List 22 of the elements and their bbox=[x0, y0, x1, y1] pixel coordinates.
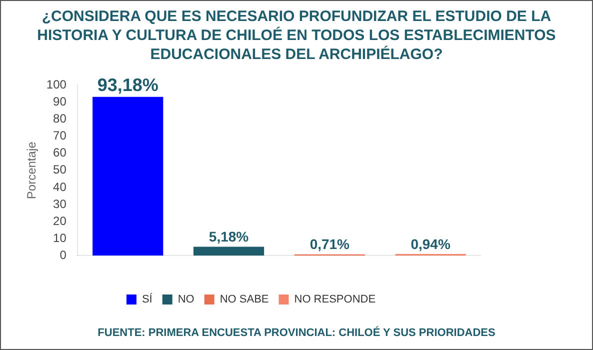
y-tick-label: 100 bbox=[46, 78, 67, 92]
y-tick-label: 50 bbox=[53, 162, 67, 177]
y-tick-label: 40 bbox=[53, 180, 67, 194]
data-label: 93,18% bbox=[97, 74, 158, 95]
source-note: FUENTE: PRIMERA ENCUESTA PROVINCIAL: CHILOÉ Y SUS PRIORIDADES bbox=[96, 327, 496, 339]
legend-label: NO bbox=[178, 294, 195, 306]
y-tick-label: 90 bbox=[53, 94, 67, 109]
y-tick-label: 0 bbox=[60, 248, 67, 262]
y-tick-label: 30 bbox=[53, 196, 67, 211]
y-tick-label: 70 bbox=[53, 128, 67, 143]
y-tick-label: 60 bbox=[53, 146, 67, 160]
data-label: 5,18% bbox=[208, 228, 250, 245]
data-label: 0,71% bbox=[310, 236, 350, 252]
legend-label: NO RESPONDE bbox=[294, 294, 376, 306]
data-label: 0,94% bbox=[410, 236, 451, 252]
chart-title: ¿CONSIDERA QUE ES NECESARIO PROFUNDIZAR EL ESTUDIO DE LA HISTORIA Y CULTURA DE CHILOÉ EN TODOS LOS ESTABLECIMIENTOS EDUCACIONALES DEL ARCHIPIÉLAGO? bbox=[36, 7, 557, 64]
y-tick-label: 80 bbox=[53, 112, 67, 126]
legend-label: SÍ bbox=[142, 292, 154, 306]
legend-label: NO SABE bbox=[220, 294, 269, 306]
y-tick-label: 10 bbox=[53, 230, 67, 245]
y-axis-title: Porcentaje bbox=[24, 141, 39, 200]
y-tick-label: 20 bbox=[53, 214, 67, 228]
